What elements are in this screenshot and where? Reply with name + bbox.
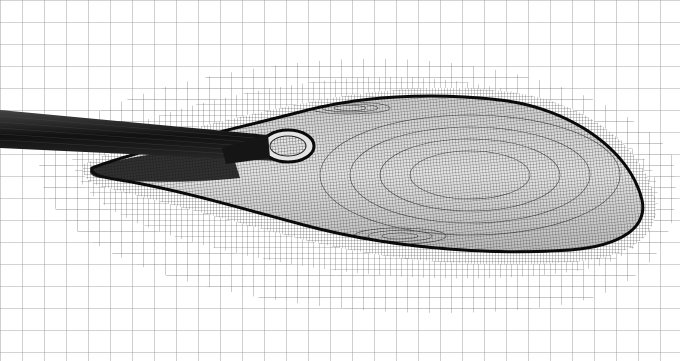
nacelle-inlet — [222, 128, 316, 164]
